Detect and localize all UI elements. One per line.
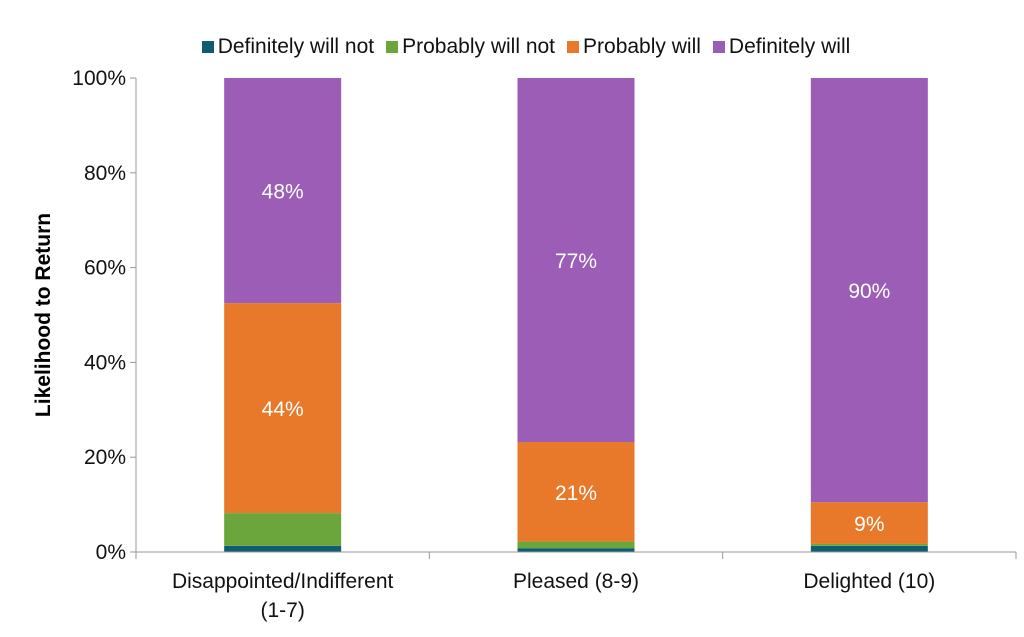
bar-segment (810, 78, 928, 503)
legend-swatch-probably-will-not (386, 41, 399, 53)
chart-legend: Definitely will not Probably will not Pr… (0, 30, 1024, 64)
y-tick-label: 20% (84, 446, 126, 469)
bar-segment (810, 543, 928, 546)
y-tick-label: 40% (84, 351, 126, 374)
bar-segment (810, 502, 928, 544)
x-tick-label: Disappointed/Indifferent (172, 570, 394, 593)
bar-segment (810, 545, 928, 552)
x-tick-label: (1-7) (260, 599, 304, 622)
y-tick-label: 80% (84, 162, 126, 185)
plot-area: 0% 20% 40% 60% 80% 100% 44% 48% Disappointed/Ind… (72, 67, 1017, 622)
legend-item-probably-will: Probably will (567, 35, 701, 59)
bar-segment (224, 303, 342, 514)
x-tick-label: Delighted (10) (803, 570, 935, 593)
legend-label-probably-will: Probably will (583, 35, 701, 58)
legend-item-probably-will-not: Probably will not (386, 35, 555, 59)
bar-segment (224, 545, 342, 552)
data-label: 48% (262, 181, 304, 204)
legend-item-definitely-will: Definitely will (712, 35, 851, 59)
bar-segment (517, 78, 635, 443)
y-tick-label: 0% (96, 541, 126, 564)
data-label: 90% (848, 280, 890, 303)
data-label: 77% (555, 250, 597, 273)
legend-swatch-definitely-will-not (201, 41, 214, 53)
bar-segment (224, 513, 342, 546)
data-label: 21% (555, 482, 597, 505)
legend-label-probably-will-not: Probably will not (402, 35, 556, 58)
bar-segment (224, 78, 342, 304)
legend-item-definitely-will-not: Definitely will not (201, 35, 375, 59)
data-label: 9% (854, 513, 884, 536)
bar-segment (517, 541, 635, 549)
data-label: 44% (262, 398, 304, 421)
legend-label-definitely-will-not: Definitely will not (217, 35, 375, 58)
legend-label-definitely-will: Definitely will (728, 35, 851, 58)
y-tick-label: 100% (72, 67, 126, 90)
bar-segment (517, 442, 635, 542)
legend-swatch-probably-will (567, 41, 580, 53)
legend-swatch-definitely-will (712, 41, 725, 53)
x-tick-label: Pleased (8-9) (513, 570, 639, 593)
y-tick-label: 60% (84, 257, 126, 280)
bar-segment (517, 548, 635, 552)
